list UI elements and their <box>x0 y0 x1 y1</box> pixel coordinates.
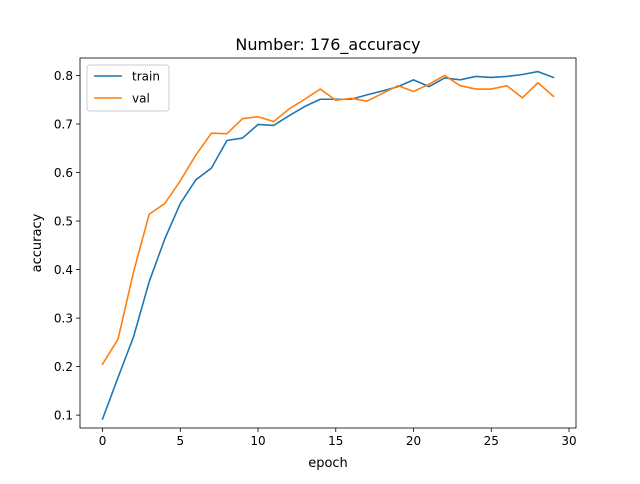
y-tick-label: 0.6 <box>54 166 73 180</box>
series-layer <box>101 70 555 421</box>
legend: train val <box>86 64 170 112</box>
x-axis-label: epoch <box>308 456 348 471</box>
legend-label-val: val <box>132 92 150 106</box>
x-tick-label: 25 <box>484 434 499 448</box>
x-tick-label: 10 <box>250 434 265 448</box>
y-tick-label: 0.1 <box>54 409 73 423</box>
y-axis-label: accuracy <box>30 213 45 272</box>
chart-title: Number: 176_accuracy <box>235 35 420 55</box>
x-tick-label: 30 <box>561 434 576 448</box>
x-tick-label: 0 <box>99 434 107 448</box>
y-tick-label: 0.5 <box>54 215 73 229</box>
series-line-val <box>101 74 555 366</box>
x-axis-ticks: 0 5 10 15 20 25 30 <box>99 428 577 448</box>
y-tick-label: 0.2 <box>54 360 73 374</box>
y-tick-label: 0.4 <box>54 263 73 277</box>
plot-frame <box>79 57 577 429</box>
y-tick-label: 0.8 <box>54 69 73 83</box>
x-tick-label: 15 <box>328 434 343 448</box>
y-tick-label: 0.7 <box>54 117 73 131</box>
y-axis-ticks: 0.1 0.2 0.3 0.4 0.5 0.6 0.7 0.8 <box>54 69 80 423</box>
legend-label-train: train <box>132 70 160 84</box>
x-tick-label: 5 <box>176 434 184 448</box>
y-tick-label: 0.3 <box>54 312 73 326</box>
series-line-train <box>101 70 555 421</box>
x-tick-label: 20 <box>406 434 421 448</box>
